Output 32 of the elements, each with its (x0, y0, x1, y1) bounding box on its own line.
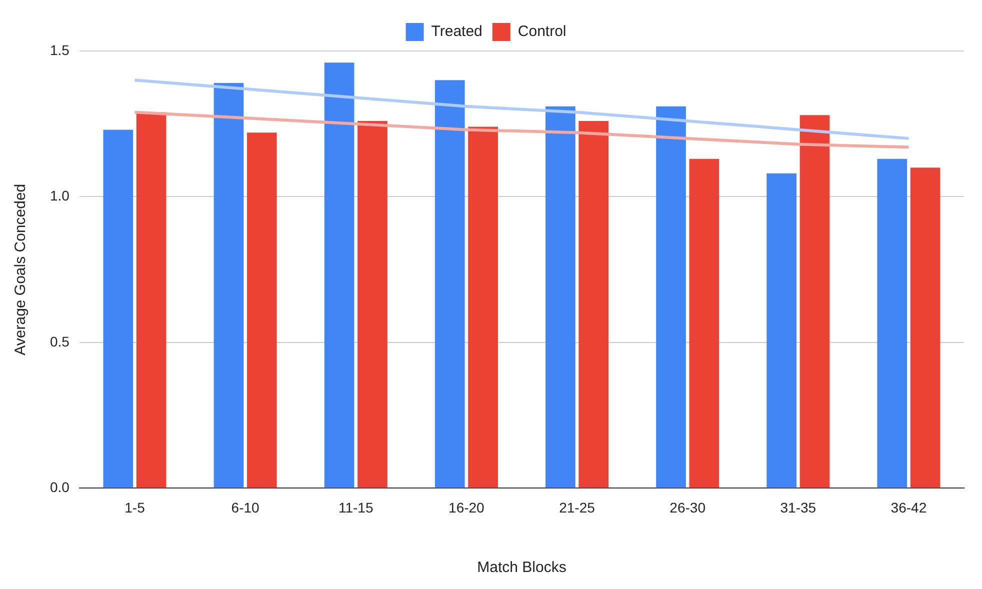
bar (689, 158, 720, 488)
bar (546, 106, 576, 488)
legend-label: Treated (431, 23, 482, 40)
x-tick-label: 26-30 (670, 499, 706, 516)
bar (324, 62, 354, 488)
y-tick-label: 0.5 (50, 333, 70, 350)
bar (766, 173, 796, 488)
x-axis-title: Match Blocks (477, 559, 566, 576)
x-tick-label: 6-10 (231, 499, 260, 516)
y-tick-label: 1.0 (50, 188, 70, 204)
bar (136, 112, 166, 488)
bar (877, 158, 908, 488)
bar (578, 120, 609, 488)
bar (468, 126, 498, 488)
y-tick-label: 1.5 (50, 42, 70, 58)
y-tick-label: 0.0 (50, 479, 70, 496)
x-tick-label: 36-42 (890, 499, 927, 516)
bar (910, 168, 940, 488)
x-tick-label: 11-15 (338, 499, 374, 516)
x-tick-label: 16-20 (448, 499, 485, 516)
bar (246, 132, 277, 488)
bar (358, 120, 388, 488)
x-tick-label: 21-25 (559, 499, 596, 516)
x-tick-label: 1-5 (124, 499, 146, 516)
y-axis-title: Average Goals Conceded (12, 184, 30, 356)
bar (800, 115, 830, 488)
bar (103, 130, 134, 488)
x-tick-label: 31-35 (780, 499, 816, 516)
bar (656, 106, 686, 488)
bar (434, 80, 465, 488)
legend-label: Control (518, 23, 566, 40)
bar (214, 83, 244, 488)
